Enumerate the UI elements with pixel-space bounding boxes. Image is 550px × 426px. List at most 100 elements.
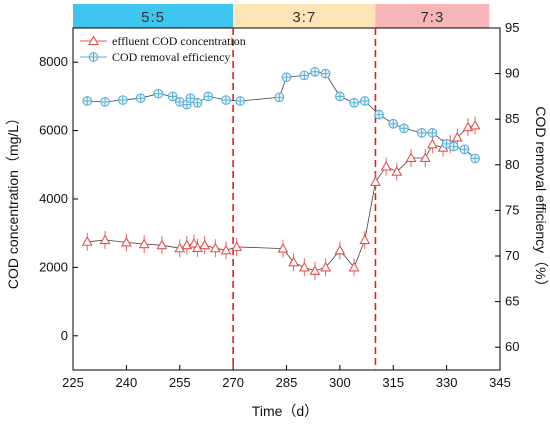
series-2-point — [320, 68, 331, 79]
x-tick-label: 285 — [276, 375, 298, 390]
series-1-point — [192, 242, 203, 252]
right-y-tick-label: 90 — [505, 66, 519, 81]
right-y-tick-label: 75 — [505, 202, 519, 217]
left-y-axis-title: COD concentration（mg/L） — [5, 111, 21, 289]
series-1 — [81, 116, 481, 280]
series-2-point — [100, 97, 110, 107]
left-y-tick-label: 6000 — [39, 123, 68, 138]
series-2-point — [399, 123, 409, 134]
series-1-point — [391, 166, 403, 176]
series-1-point — [469, 119, 481, 130]
x-tick-label: 270 — [222, 375, 244, 390]
series-1-point — [156, 239, 168, 250]
x-tick-label: 345 — [489, 375, 511, 390]
series-1-point — [138, 238, 150, 249]
series-1-point — [426, 138, 438, 149]
x-tick-label: 330 — [436, 375, 458, 390]
series-2-point — [299, 70, 310, 81]
x-axis: 225 240 255 270 285 300 315 330 345 — [62, 365, 511, 390]
series-2-point — [416, 128, 427, 138]
phase-dividers — [232, 28, 377, 370]
right-y-axis-title: COD removal efficiency（%） — [533, 106, 549, 293]
series-1-point — [348, 261, 360, 272]
x-tick-label: 255 — [169, 375, 191, 390]
phase-label-1: 5:5 — [141, 9, 165, 26]
series-2-point — [374, 109, 384, 120]
series-2-point — [448, 141, 459, 152]
left-y-tick-label: 2000 — [39, 259, 68, 274]
right-y-tick-label: 70 — [505, 248, 519, 263]
series-2-point — [310, 66, 320, 77]
series-2-point — [459, 144, 470, 155]
series-2-point — [135, 93, 146, 104]
series-2-point — [192, 97, 203, 108]
series-1-point — [298, 261, 310, 272]
series-1-point — [309, 265, 321, 275]
legend-marker-1 — [88, 35, 99, 46]
series-2-point — [281, 72, 292, 83]
series-2-point — [470, 153, 480, 164]
x-tick-label: 315 — [382, 375, 404, 390]
series-2-point — [221, 95, 231, 105]
series-2-point — [82, 96, 93, 106]
series-2-point — [203, 91, 214, 102]
legend: effluent COD concentration COD removal ef… — [80, 34, 246, 64]
right-y-axis: 60 65 70 75 80 85 90 95 — [495, 20, 519, 354]
series-1-point — [120, 236, 132, 247]
phase-band-1 — [73, 4, 234, 28]
left-y-tick-label: 0 — [61, 328, 68, 343]
series-1-point — [359, 234, 371, 245]
series-2-point — [359, 96, 370, 106]
series-line-2 — [87, 71, 476, 159]
series-2-point — [427, 128, 438, 138]
phase-bands: 5:5 3:7 7:3 — [73, 4, 490, 28]
series-2-point — [388, 118, 399, 129]
right-y-tick-label: 85 — [505, 111, 519, 126]
series-2-point — [185, 93, 196, 104]
series-1-point — [380, 160, 392, 171]
series-2-point — [167, 91, 178, 102]
series-1-point — [231, 241, 243, 251]
series-1-point — [220, 244, 232, 255]
left-y-tick-label: 4000 — [39, 191, 68, 206]
left-y-axis: 0 2000 4000 6000 8000 — [39, 54, 78, 343]
x-tick-label: 240 — [116, 375, 138, 390]
series-2-point — [441, 138, 452, 149]
series-2-point — [349, 97, 359, 108]
series-1-point — [288, 256, 300, 267]
legend-label-2: COD removal efficiency — [112, 50, 230, 64]
series-1-point — [81, 236, 93, 246]
legend-label-1: effluent COD concentration — [112, 34, 246, 48]
x-tick-label: 300 — [329, 375, 351, 390]
series-1-point — [419, 152, 431, 163]
series-2-point — [335, 91, 345, 102]
phase-band-2 — [233, 4, 376, 28]
series-1-point — [199, 239, 211, 250]
series-1-point — [320, 261, 332, 272]
series-2-point — [235, 96, 246, 106]
series-1-point — [451, 131, 463, 142]
series-1-point — [209, 242, 221, 253]
x-axis-title: Time（d） — [252, 403, 318, 419]
series-2-point — [117, 95, 128, 105]
right-y-tick-label: 80 — [505, 157, 519, 172]
series-2 — [82, 66, 480, 164]
series-1-point — [405, 152, 417, 163]
series-1-point — [99, 234, 111, 245]
phase-label-3: 7:3 — [420, 9, 444, 26]
series-1-point — [370, 176, 381, 186]
phase-label-2: 3:7 — [292, 9, 316, 26]
left-y-tick-label: 8000 — [39, 54, 68, 69]
series-2-point — [274, 92, 285, 103]
right-y-tick-label: 60 — [505, 339, 519, 354]
series-1-point — [174, 242, 186, 253]
legend-marker-2 — [88, 52, 99, 62]
x-tick-label: 225 — [62, 375, 84, 390]
right-y-tick-label: 65 — [505, 294, 519, 309]
phase-band-3 — [375, 4, 490, 28]
series-2-point — [153, 88, 164, 99]
series-layer — [81, 66, 481, 280]
series-1-point — [334, 244, 346, 255]
right-y-tick-label: 95 — [505, 20, 519, 35]
